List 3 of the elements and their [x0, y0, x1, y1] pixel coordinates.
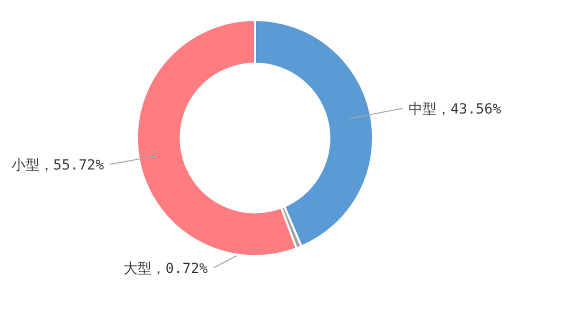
slice-label: 小型，55.72%	[11, 157, 104, 174]
slice-label: 中型，43.56%	[408, 101, 502, 118]
slice-label: 大型，0.72%	[124, 260, 208, 277]
